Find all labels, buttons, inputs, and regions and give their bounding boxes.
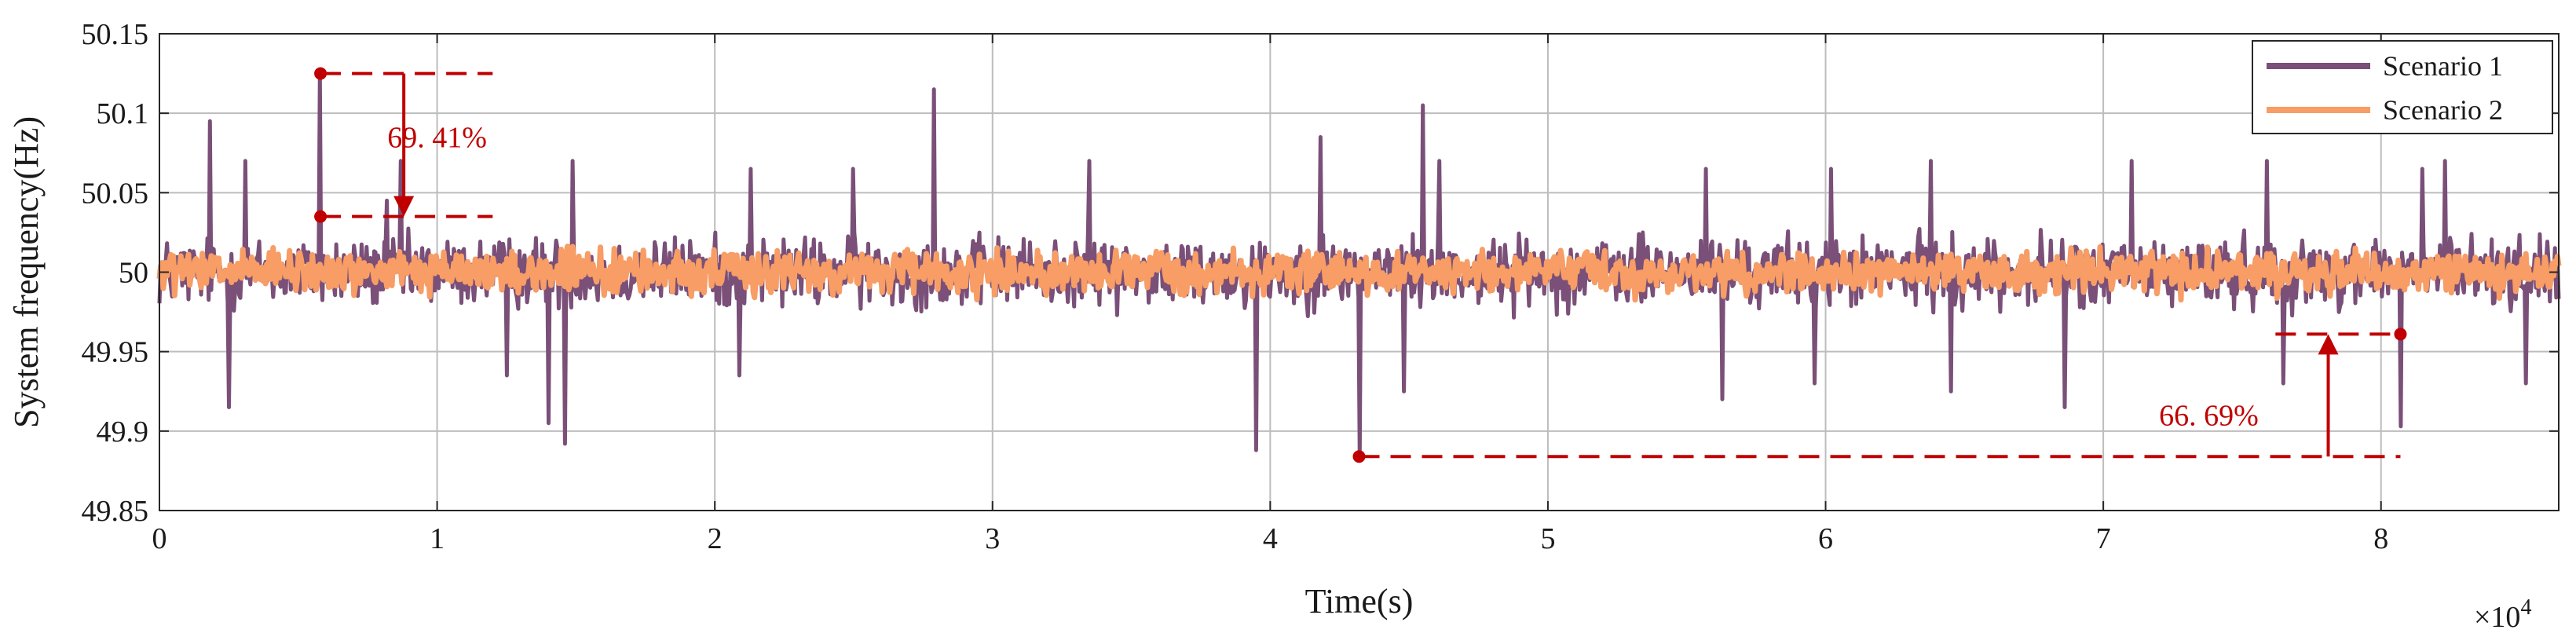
legend-label-scenario-2: Scenario 2 [2383,94,2503,126]
anno-arrow-head [393,196,415,217]
anno-point-low [1352,450,1366,463]
legend-label-scenario-1: Scenario 1 [2383,50,2503,82]
x-tick-label: 7 [2096,522,2111,555]
y-tick-label: 49.85 [82,495,149,528]
y-tick-label: 50.15 [82,18,149,51]
x-tick-label: 2 [708,522,723,555]
anno-point-low [314,210,327,223]
x-tick-label: 8 [2373,522,2388,555]
anno-point-high [2394,328,2407,341]
y-axis-label: System frequency(Hz) [7,116,46,428]
x-exponent-power: 4 [2520,595,2531,620]
plot-frame [159,33,2560,511]
x-tick-label: 0 [152,522,167,555]
y-tick-label: 49.9 [97,416,149,448]
x-tick-label: 3 [985,522,1000,555]
x-axis-label: Time(s) [1305,582,1414,621]
x-axis-exponent: ×104 [2474,595,2531,634]
x-tick-label: 5 [1540,522,1555,555]
anno-point-high [314,67,327,80]
legend: Scenario 1 Scenario 2 [2252,40,2553,134]
y-tick-label: 49.95 [82,336,149,369]
y-tick-label: 50 [119,257,148,290]
series-layer [156,71,2562,459]
anno-label: 69. 41% [387,122,487,155]
anno-label: 66. 69% [2159,400,2259,433]
x-exponent-base: ×10 [2474,601,2520,634]
x-tick-label: 1 [430,522,445,555]
legend-box [2252,40,2553,134]
series-line-2 [156,243,2562,303]
x-tick-label: 4 [1263,522,1278,555]
y-tick-label: 50.1 [97,97,149,130]
x-tick-label: 6 [1818,522,1833,555]
y-tick-label: 50.05 [82,177,149,210]
annotations: 69. 41% 66. 69% [314,67,2407,463]
anno-arrow-head [2318,334,2339,355]
axis-ticks: 0 1 2 3 4 5 6 7 8 49.85 49.9 49.95 50 50.05 50.1 50.15 [82,18,2559,555]
